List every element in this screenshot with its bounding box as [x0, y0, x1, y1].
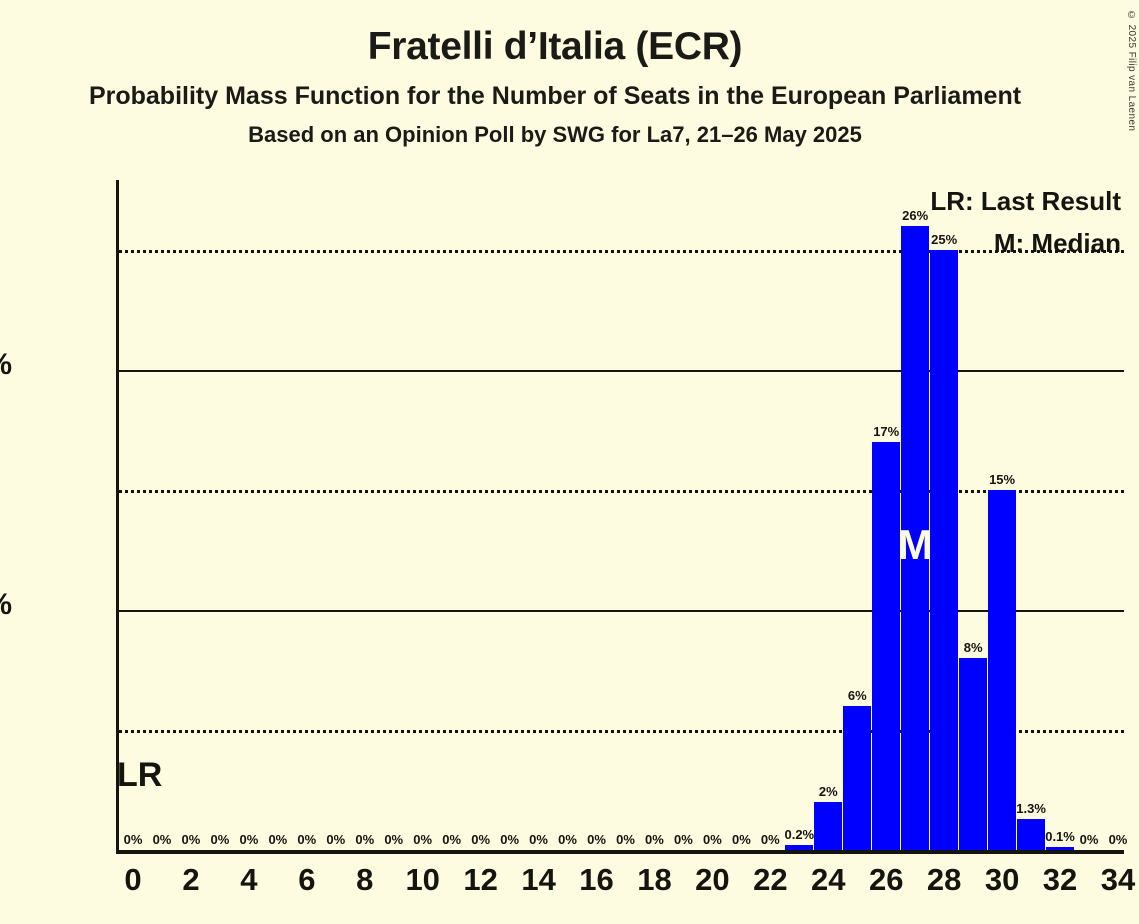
bar-label-seat-7: 0%	[326, 832, 346, 847]
y-tick-label-10: 10%	[0, 588, 12, 622]
bar-label-seat-1: 0%	[152, 832, 172, 847]
bar-label-seat-0: 0%	[123, 832, 143, 847]
x-tick-label-22: 22	[753, 862, 788, 897]
last-result-marker: LR	[117, 756, 163, 794]
bar-seat-25	[843, 706, 872, 850]
copyright-notice: © 2025 Filip van Laenen	[1126, 10, 1137, 132]
bar-label-seat-24: 2%	[818, 784, 838, 799]
bar-label-seat-34: 0%	[1108, 832, 1128, 847]
bar-label-seat-30: 15%	[989, 472, 1016, 487]
bar-label-seat-6: 0%	[297, 832, 317, 847]
bar-label-seat-23: 0.2%	[784, 827, 815, 843]
bar-label-seat-27: 26%	[902, 208, 929, 223]
median-marker: M	[897, 521, 933, 568]
x-axis-line	[116, 850, 1124, 854]
bar-label-seat-2: 0%	[181, 832, 201, 847]
bar-label-seat-17: 0%	[616, 832, 635, 847]
legend-last-result: LR: Last Result	[930, 186, 1121, 216]
x-tick-label-14: 14	[521, 862, 556, 897]
legend-median: M: Median	[993, 228, 1121, 258]
bar-label-seat-33: 0%	[1079, 832, 1099, 847]
chart-subtitle: Probability Mass Function for the Number…	[88, 82, 1022, 110]
bar-label-seat-9: 0%	[384, 832, 404, 847]
x-tick-label-6: 6	[298, 862, 316, 897]
bar-label-seat-22: 0%	[760, 832, 780, 847]
bar-label-seat-13: 0%	[500, 832, 520, 847]
bar-seat-24	[814, 802, 843, 850]
x-tick-label-20: 20	[695, 862, 730, 897]
x-tick-label-4: 4	[240, 862, 258, 897]
x-tick-label-30: 30	[984, 862, 1020, 897]
bar-seat-30	[988, 490, 1017, 850]
bar-label-seat-18: 0%	[645, 832, 664, 847]
x-tick-label-18: 18	[637, 862, 672, 897]
gridline-10pct	[119, 610, 1124, 612]
gridline-15pct	[119, 490, 1124, 493]
bar-label-seat-28: 25%	[931, 232, 958, 247]
bar-label-seat-26: 17%	[873, 424, 900, 439]
bar-label-seat-11: 0%	[442, 832, 462, 847]
gridline-25pct	[119, 250, 1124, 253]
x-tick-label-10: 10	[405, 862, 440, 897]
bar-seat-32	[1046, 847, 1075, 850]
bar-label-seat-21: 0%	[731, 832, 751, 847]
bar-label-seat-4: 0%	[239, 832, 259, 847]
x-tick-label-34: 34	[1100, 862, 1136, 897]
x-tick-label-28: 28	[926, 862, 962, 897]
bar-seat-23	[785, 845, 814, 850]
bar-label-seat-29: 8%	[963, 640, 983, 655]
bar-label-seat-31: 1.3%	[1016, 800, 1046, 816]
bar-seat-29	[959, 658, 988, 850]
title-block: Fratelli d’Italia (ECR) Probability Mass…	[0, 0, 1110, 150]
x-tick-label-24: 24	[811, 862, 846, 897]
bar-label-seat-12: 0%	[471, 832, 491, 847]
bar-label-seat-25: 6%	[847, 688, 867, 703]
bar-label-seat-16: 0%	[587, 832, 606, 847]
bar-label-seat-8: 0%	[355, 832, 375, 847]
bar-seat-27	[901, 226, 930, 850]
plot-area: 0% 0% 0% 0% 0% 0% 0% 0% 0% 0% 0% 0% 0% 0% 0% 0% 0% 0% 0% 0%…	[116, 180, 1127, 854]
y-tick-label-20: 20%	[0, 348, 12, 382]
chart-source-line: Based on an Opinion Poll by SWG for La7,…	[248, 122, 862, 147]
x-tick-label-26: 26	[868, 862, 904, 897]
x-tick-label-0: 0	[124, 862, 142, 897]
gridline-20pct	[119, 370, 1124, 372]
page-title: Fratelli d’Italia (ECR)	[367, 25, 743, 68]
bar-seat-28	[930, 250, 959, 850]
bar-label-seat-10: 0%	[413, 832, 433, 847]
bar-label-seat-19: 0%	[674, 832, 693, 847]
y-axis-line	[116, 180, 119, 850]
x-tick-label-12: 12	[463, 862, 498, 897]
bar-label-seat-32: 0.1%	[1045, 829, 1075, 844]
bar-seat-31	[1017, 818, 1046, 850]
bar-label-seat-15: 0%	[558, 832, 577, 847]
bar-label-seat-20: 0%	[702, 832, 722, 847]
bar-label-seat-5: 0%	[268, 832, 288, 847]
gridline-5pct	[119, 730, 1124, 733]
x-tick-label-16: 16	[579, 862, 614, 897]
x-tick-label-32: 32	[1042, 862, 1078, 897]
bar-label-seat-3: 0%	[210, 832, 230, 847]
bar-label-seat-14: 0%	[529, 832, 548, 847]
bar-seat-26	[872, 442, 901, 850]
x-tick-label-2: 2	[182, 862, 200, 897]
x-tick-label-8: 8	[356, 862, 374, 897]
